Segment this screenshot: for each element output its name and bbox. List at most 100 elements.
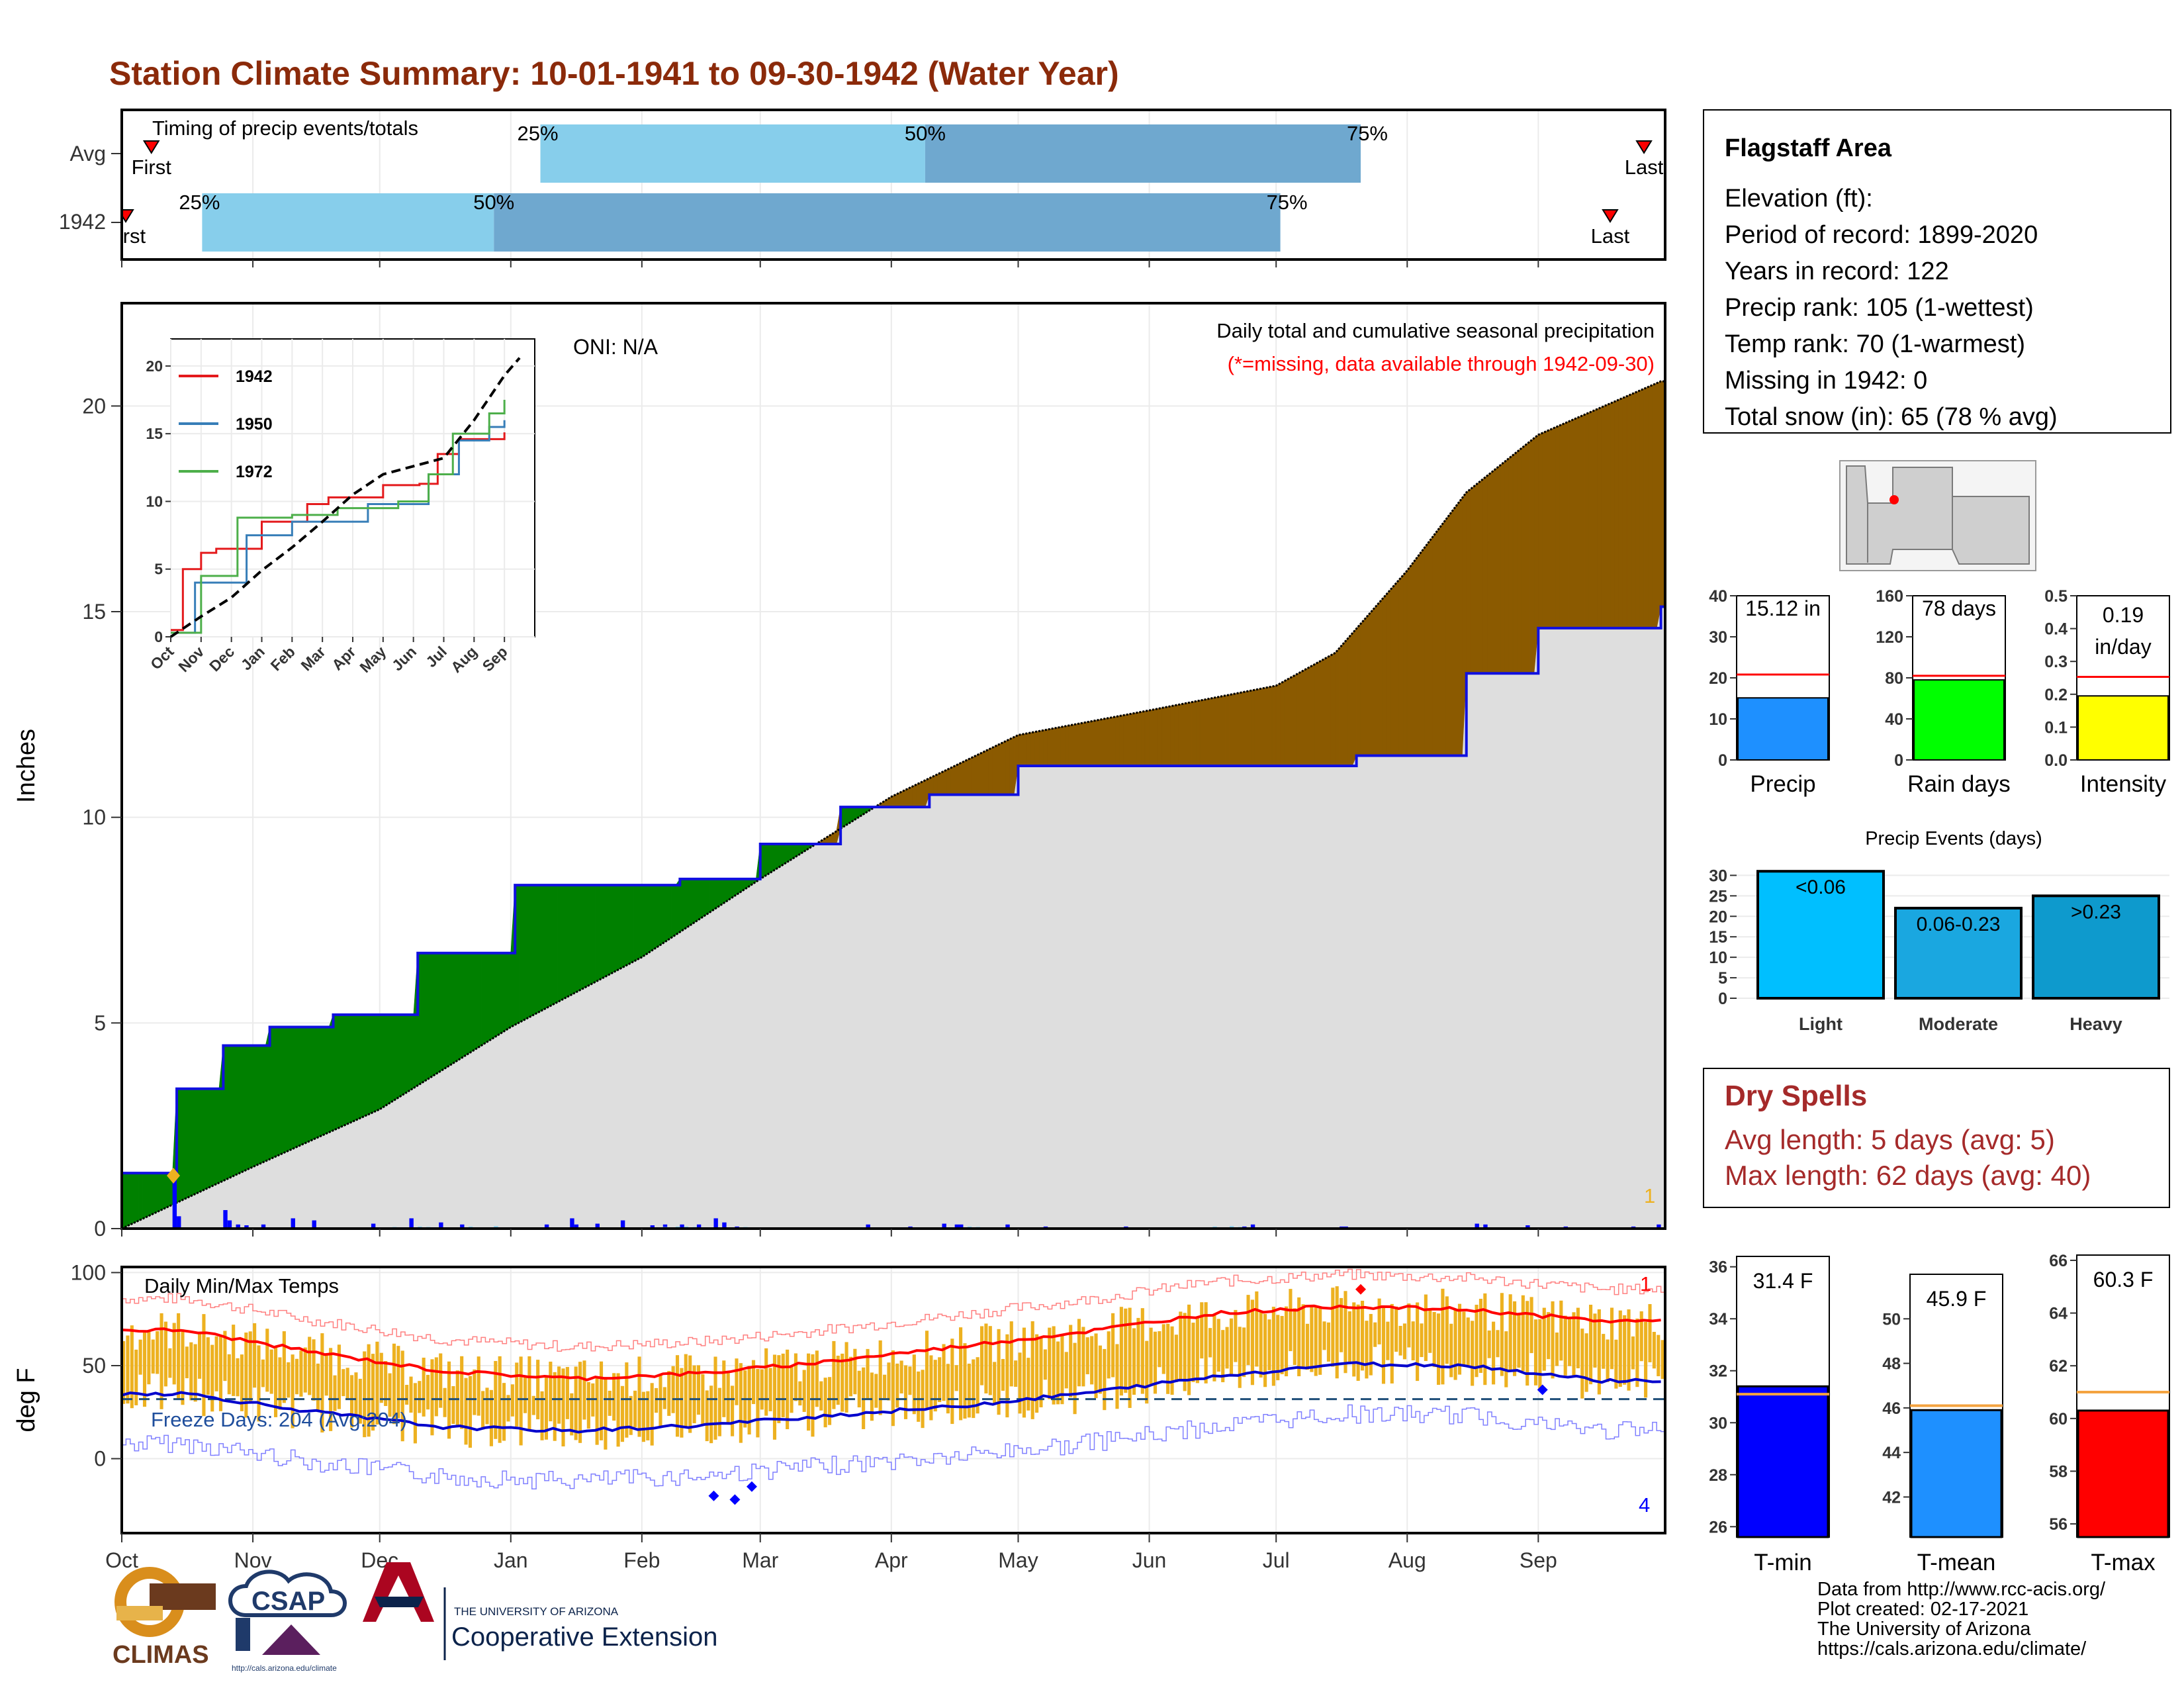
daily-temp-bar — [126, 1335, 130, 1404]
precip-departure-band — [641, 884, 647, 958]
precip-departure-band — [1360, 618, 1365, 756]
daily-temp-bar — [1331, 1288, 1335, 1367]
daily-temp-bar — [612, 1373, 616, 1421]
daily-temp-bar — [138, 1339, 142, 1375]
daily-temp-bar — [177, 1313, 181, 1400]
precip-departure-band — [295, 1027, 300, 1149]
daily-temp-bar — [232, 1325, 236, 1396]
daily-temp-bar — [574, 1366, 578, 1440]
precip-departure-band — [265, 1027, 270, 1162]
precip-departure-band — [777, 843, 782, 869]
precip-departure-band — [1119, 714, 1124, 767]
mini-bar-name: Precip — [1750, 771, 1815, 797]
daily-temp-bar — [815, 1350, 819, 1407]
precip-departure-band — [1436, 525, 1441, 756]
timing-p50-label: 50% — [905, 122, 946, 145]
daily-temp-bar — [1618, 1310, 1622, 1387]
month-label: Jan — [494, 1548, 528, 1572]
daily-temp-bar — [240, 1354, 244, 1411]
daily-temp-bar — [735, 1358, 739, 1405]
timing-first-label: First — [106, 224, 146, 248]
precip-departure-band — [1343, 637, 1349, 767]
temp-title: Daily Min/Max Temps — [144, 1274, 339, 1297]
daily-precip-bar — [680, 1224, 684, 1229]
precip-departure-band — [1026, 732, 1031, 767]
precip-departure-band — [1229, 693, 1234, 767]
daily-temp-bar — [1428, 1309, 1432, 1353]
ua-logo: THE UNIVERSITY OF ARIZONA Cooperative Ex… — [363, 1562, 717, 1660]
daily-temp-bar — [688, 1355, 692, 1433]
daily-temp-bar — [1166, 1323, 1170, 1394]
timing-row-year: 25% 50% 75% First Last — [106, 191, 1630, 252]
precip-departure-band — [958, 761, 964, 795]
timing-row-avg-label: Avg — [69, 142, 106, 165]
precip-departure-band — [908, 786, 913, 808]
daily-temp-bar — [841, 1353, 844, 1412]
precip-departure-band — [1593, 408, 1598, 629]
daily-temp-bar — [641, 1391, 645, 1442]
precip-departure-band — [519, 884, 524, 1023]
daily-temp-bar — [1242, 1327, 1246, 1378]
temp-y-tick-label: 50 — [82, 1354, 106, 1378]
temp-bar-tick-label: 58 — [2049, 1462, 2068, 1481]
daily-temp-bar — [823, 1378, 827, 1428]
daily-temp-bar — [1271, 1307, 1275, 1386]
daily-temp-bar — [464, 1378, 468, 1445]
precip-departure-band — [1491, 468, 1496, 674]
mini-bar-fill — [1913, 679, 2005, 761]
record-low-marker — [746, 1481, 757, 1492]
daily-temp-bar — [553, 1372, 557, 1441]
daily-temp-bar — [1187, 1304, 1191, 1395]
main-y-tick-label: 5 — [94, 1011, 106, 1035]
daily-temp-bar — [637, 1356, 641, 1437]
daily-temp-bar — [595, 1378, 599, 1445]
precip-departure-band — [480, 953, 486, 1047]
daily-temp-bar — [1060, 1335, 1064, 1405]
daily-temp-bar — [993, 1362, 997, 1404]
precip-departure-band — [772, 843, 778, 872]
daily-temp-bar — [1103, 1348, 1107, 1411]
daily-temp-bar — [405, 1385, 409, 1405]
precip-departure-band — [1149, 709, 1154, 767]
daily-precip-bar — [172, 1175, 177, 1229]
daily-temp-bar — [439, 1353, 443, 1408]
precip-departure-band — [963, 759, 968, 795]
daily-temp-bar — [984, 1323, 988, 1394]
precip-departure-band — [193, 1088, 199, 1196]
daily-temp-bar — [692, 1365, 696, 1424]
daily-temp-bar — [1335, 1286, 1339, 1379]
inset-y-tick-label: 10 — [146, 492, 163, 510]
daily-temp-bar — [341, 1369, 345, 1397]
daily-temp-bar — [473, 1369, 477, 1415]
temp-bar-name: T-min — [1754, 1550, 1812, 1575]
daily-temp-bar — [1377, 1298, 1381, 1344]
daily-temp-bar — [316, 1363, 320, 1412]
precip-departure-band — [1580, 414, 1585, 629]
precip-departure-band — [650, 884, 655, 953]
precip-departure-band — [1242, 691, 1247, 767]
precip-departure-band — [1094, 720, 1099, 767]
daily-temp-bar — [223, 1331, 227, 1382]
daily-temp-bar — [705, 1390, 709, 1442]
daily-precip-bar — [1005, 1224, 1010, 1229]
precip-departure-band — [426, 953, 431, 1081]
precip-departure-band — [586, 884, 592, 987]
daily-temp-bar — [717, 1387, 721, 1436]
daily-temp-bar — [1115, 1344, 1119, 1409]
daily-temp-bar — [206, 1337, 210, 1395]
month-label: Jun — [1132, 1548, 1167, 1572]
daily-temp-bar — [1064, 1352, 1068, 1389]
daily-temp-bar — [662, 1387, 666, 1409]
daily-temp-bar — [1081, 1327, 1085, 1387]
precip-departure-band — [548, 884, 553, 1008]
events-category-label: Moderate — [1919, 1014, 1998, 1034]
daily-temp-bar — [675, 1355, 680, 1437]
precip-departure-band — [578, 884, 583, 992]
events-tick-label: 10 — [1709, 949, 1727, 967]
daily-temp-bar — [561, 1368, 565, 1447]
daily-temp-bar — [1289, 1289, 1293, 1352]
area-below-both — [122, 606, 1665, 1229]
precip-departure-band — [1275, 682, 1281, 767]
temp-bar-tick-label: 62 — [2049, 1357, 2068, 1376]
precip-departure-band — [1441, 520, 1446, 756]
